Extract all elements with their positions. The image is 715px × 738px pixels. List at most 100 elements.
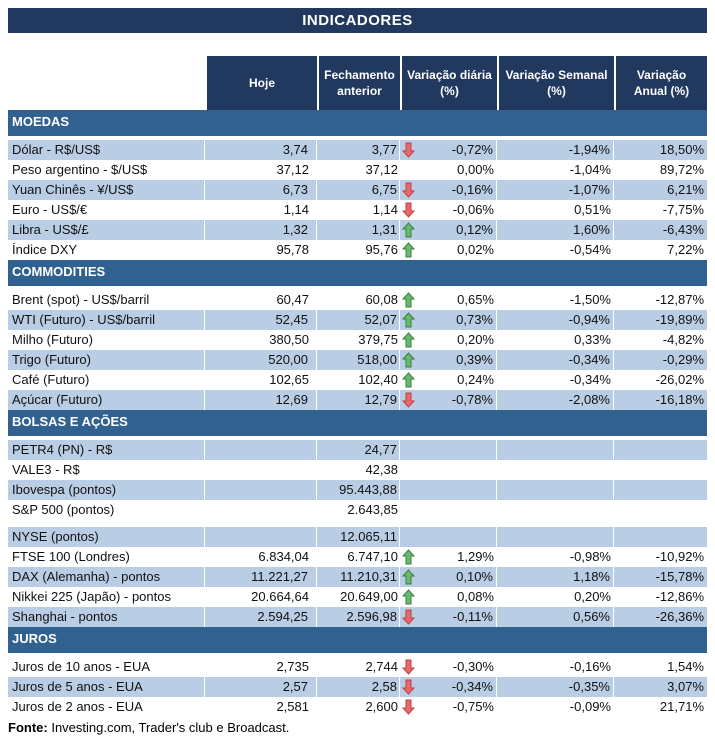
table-row: NYSE (pontos) 12.065,11 <box>8 527 707 547</box>
cell-fechamento-anterior-value: 102,40 <box>358 372 398 387</box>
cell-hoje-value: 60,47 <box>276 292 309 307</box>
cell-variacao-diaria: 0,73% <box>400 310 497 330</box>
table-row: Nikkei 225 (Japão) - pontos 20.664,64 20.6… <box>8 587 707 607</box>
cell-variacao-semanal-value: -0,94% <box>497 310 614 330</box>
cell-variacao-anual-value <box>614 480 707 500</box>
variacao-diaria-value: 0,10% <box>456 569 493 584</box>
cell-hoje-value: 2,581 <box>276 699 309 714</box>
cell-variacao-anual-value: 1,54% <box>667 659 704 674</box>
column-header-line2: Anual (%) <box>633 84 690 98</box>
cell-fechamento-anterior-value: 1,31 <box>317 220 400 240</box>
column-header-line1: Variação diária <box>407 67 492 82</box>
cell-variacao-semanal-value: 0,51% <box>574 202 611 217</box>
arrow-down-icon <box>402 659 415 675</box>
cell-variacao-diaria: -0,34% <box>400 677 497 697</box>
cell-hoje-value: 37,12 <box>276 162 309 177</box>
table-row: Juros de 10 anos - EUA 2,735 2,744 -0,30% -0… <box>8 657 707 677</box>
cell-variacao-semanal-value: -1,50% <box>569 292 611 307</box>
cell-fechamento-anterior-value: 37,12 <box>365 162 398 177</box>
variacao-diaria-value: -0,78% <box>451 392 493 407</box>
column-header-line1: Fechamento <box>324 67 395 82</box>
variacao-diaria-value: 0,20% <box>457 332 494 347</box>
cell-variacao-semanal-value: -0,16% <box>569 659 611 674</box>
table-row: Euro - US$/€ 1,14 1,14 -0,06% 0,51% -7,75% <box>8 200 707 220</box>
cell-indicator-name: Índice DXY <box>12 242 78 257</box>
cell-variacao-diaria: -0,72% <box>400 140 497 160</box>
cell-variacao-anual-value <box>614 440 707 460</box>
cell-variacao-anual-value: -19,89% <box>614 310 707 330</box>
variacao-diaria-value: -0,16% <box>451 182 493 197</box>
variacao-diaria-value: -0,30% <box>452 659 494 674</box>
table-row: Peso argentino - $/US$ 37,12 37,12 0,00% -1,… <box>8 160 707 180</box>
cell-variacao-anual-value: 18,50% <box>614 140 707 160</box>
arrow-down-icon <box>402 202 415 218</box>
variacao-diaria-value: 0,08% <box>457 589 494 604</box>
column-header: Fechamento anterior <box>317 56 400 110</box>
table-row: Brent (spot) - US$/barril 60,47 60,08 0,65%… <box>8 290 707 310</box>
table-row: FTSE 100 (Londres) 6.834,04 6.747,10 1,29% -… <box>8 547 707 567</box>
cell-variacao-semanal-value: -1,04% <box>569 162 611 177</box>
cell-variacao-anual-value: 7,22% <box>667 242 704 257</box>
cell-variacao-anual-value: 3,07% <box>614 677 707 697</box>
cell-indicator-name: S&P 500 (pontos) <box>12 502 115 517</box>
cell-fechamento-anterior-value: 3,77 <box>317 140 400 160</box>
arrow-up-icon <box>402 589 415 605</box>
arrow-up-icon <box>402 332 415 348</box>
cell-indicator-name: Milho (Futuro) <box>12 332 93 347</box>
cell-indicator-name: Yuan Chinês - ¥/US$ <box>8 180 205 200</box>
cell-indicator-name: NYSE (pontos) <box>8 527 205 547</box>
cell-fechamento-anterior-value: 6.747,10 <box>347 549 398 564</box>
table-row: Libra - US$/£ 1,32 1,31 0,12% 1,60% -6,43% <box>8 220 707 240</box>
arrow-up-icon <box>402 352 415 368</box>
variacao-diaria-value: -0,75% <box>452 699 494 714</box>
cell-variacao-anual-value: -26,36% <box>614 607 707 627</box>
cell-variacao-anual-value: -16,18% <box>614 390 707 410</box>
table-row: Trigo (Futuro) 520,00 518,00 0,39% -0,34% -0,… <box>8 350 707 370</box>
source-text: Investing.com, Trader's club e Broadcast… <box>47 720 290 735</box>
cell-fechamento-anterior-value: 12.065,11 <box>317 527 400 547</box>
cell-hoje-value: 2,57 <box>205 677 317 697</box>
cell-fechamento-anterior-value: 2,58 <box>317 677 400 697</box>
cell-indicator-name: Libra - US$/£ <box>8 220 205 240</box>
column-header-line1: Variação <box>636 67 687 82</box>
column-header: Variação Anual (%) <box>614 56 707 110</box>
cell-variacao-semanal-value: 0,20% <box>574 589 611 604</box>
cell-variacao-semanal-value: 0,56% <box>497 607 614 627</box>
cell-variacao-diaria <box>400 480 497 500</box>
variacao-diaria-value: 0,24% <box>457 372 494 387</box>
cell-indicator-name: Nikkei 225 (Japão) - pontos <box>12 589 171 604</box>
cell-variacao-semanal-value <box>497 460 614 480</box>
source-note: Fonte: Investing.com, Trader's club e Br… <box>8 720 707 735</box>
indicators-report: INDICADORES Hoje Fechamento anterior Variaç… <box>8 8 707 735</box>
cell-variacao-anual-value: -0,29% <box>614 350 707 370</box>
section-header: COMMODITIES <box>8 260 707 286</box>
section-header: JUROS <box>8 627 707 653</box>
cell-variacao-semanal-value <box>497 500 614 520</box>
column-header-line1: Hoje <box>248 75 275 90</box>
title-gap <box>8 33 707 56</box>
cell-variacao-anual-value: -6,43% <box>614 220 707 240</box>
table-row: Juros de 5 anos - EUA 2,57 2,58 -0,34% -0,35… <box>8 677 707 697</box>
variacao-diaria-value: 0,00% <box>457 162 494 177</box>
cell-fechamento-anterior-value: 2,600 <box>365 699 398 714</box>
cell-indicator-name: Juros de 5 anos - EUA <box>8 677 205 697</box>
page-title: INDICADORES <box>8 8 707 33</box>
cell-fechamento-anterior-value: 12,79 <box>317 390 400 410</box>
table-row: Yuan Chinês - ¥/US$ 6,73 6,75 -0,16% -1,07% 6… <box>8 180 707 200</box>
cell-variacao-diaria: 0,02% <box>400 240 497 260</box>
column-header: Hoje <box>205 56 317 110</box>
table-row: Café (Futuro) 102,65 102,40 0,24% -0,34% -26,… <box>8 370 707 390</box>
cell-hoje-value <box>205 527 317 547</box>
cell-hoje-value: 2,735 <box>276 659 309 674</box>
cell-fechamento-anterior-value: 95.443,88 <box>317 480 400 500</box>
table-row: VALE3 - R$ 42,38 <box>8 460 707 480</box>
cell-variacao-semanal-value: 0,33% <box>574 332 611 347</box>
table-row: DAX (Alemanha) - pontos 11.221,27 11.210,3… <box>8 567 707 587</box>
cell-variacao-diaria: 0,39% <box>400 350 497 370</box>
cell-variacao-diaria <box>400 440 497 460</box>
variacao-diaria-value: 0,65% <box>457 292 494 307</box>
table-row: WTI (Futuro) - US$/barril 52,45 52,07 0,73%… <box>8 310 707 330</box>
cell-hoje-value: 12,69 <box>205 390 317 410</box>
cell-fechamento-anterior-value: 379,75 <box>358 332 398 347</box>
section-header: BOLSAS E AÇÕES <box>8 410 707 436</box>
